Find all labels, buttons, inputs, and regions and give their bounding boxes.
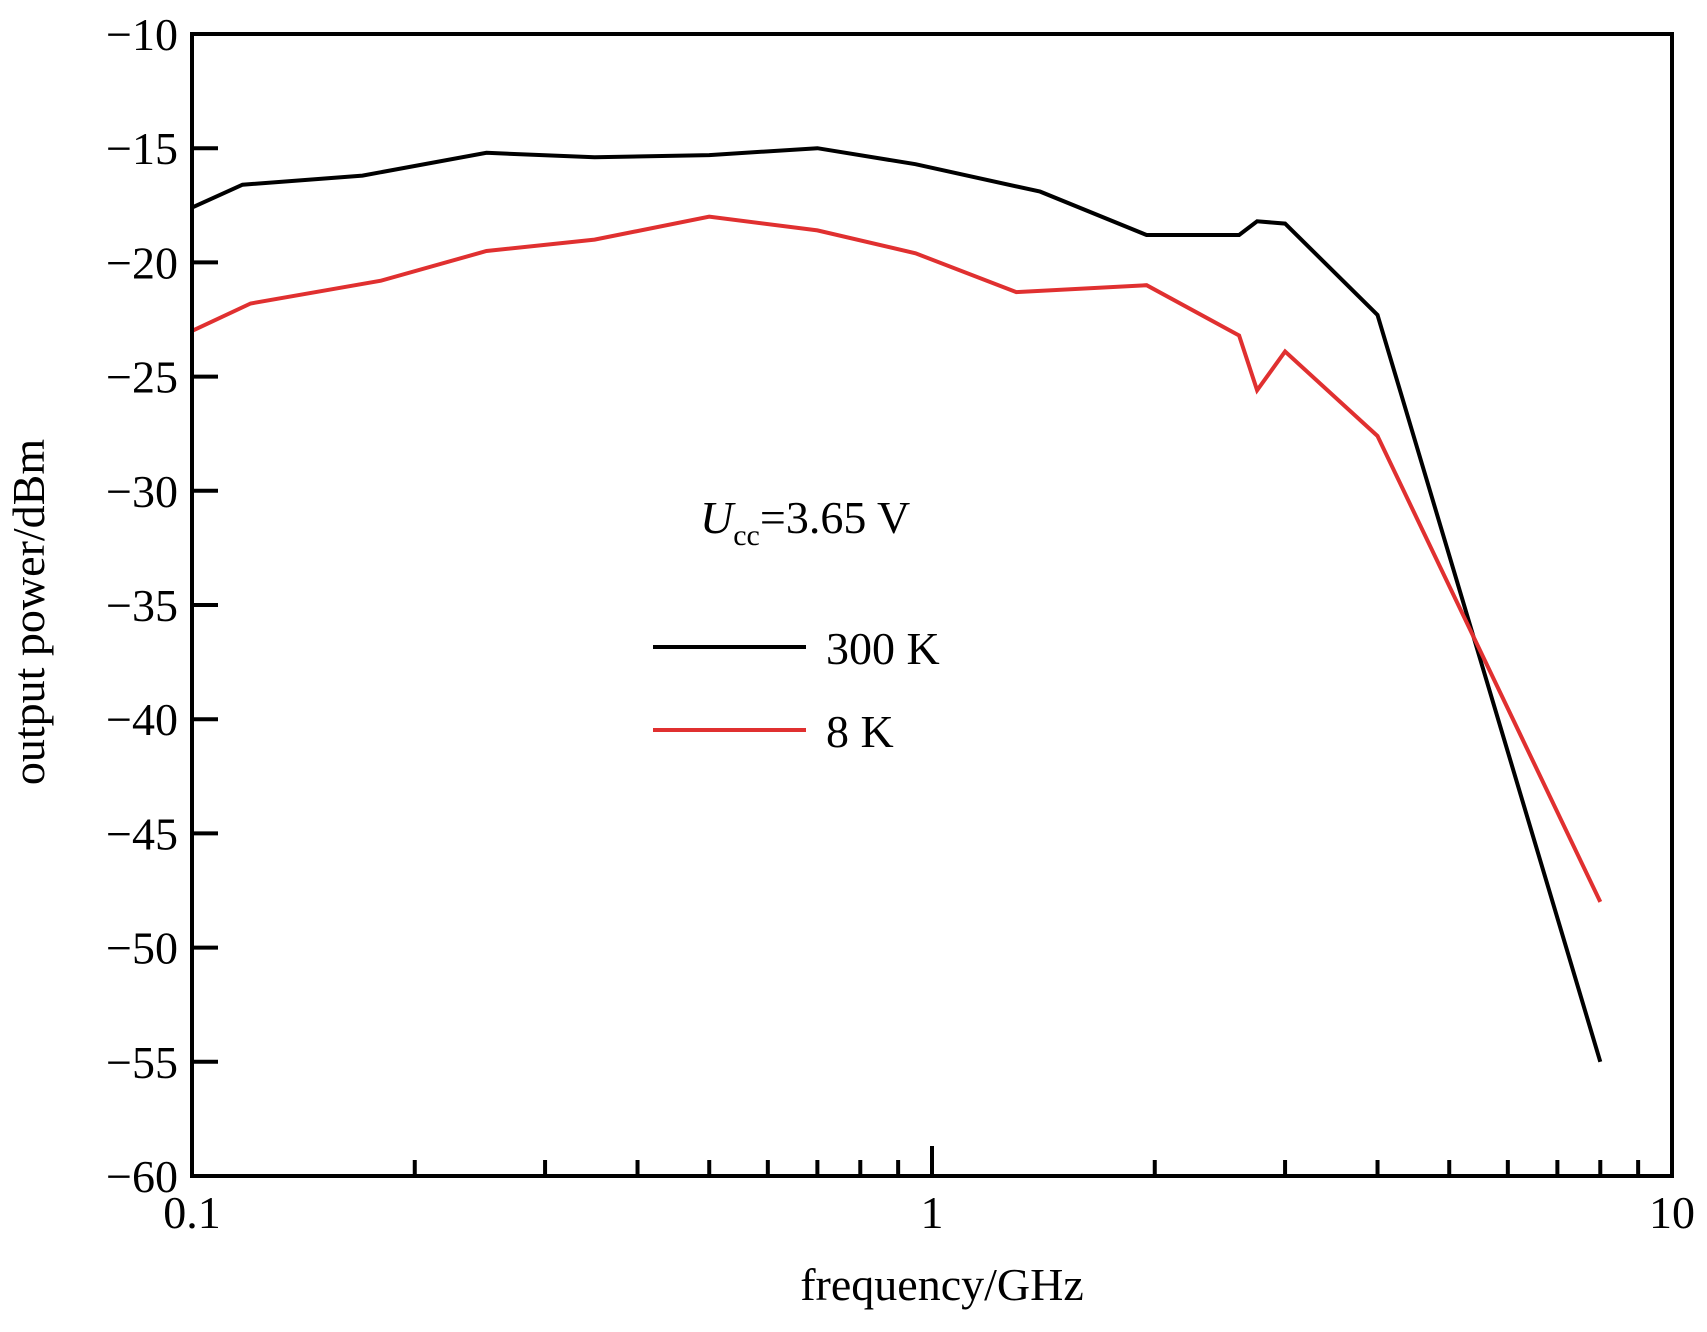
legend: 300 K 8 K (653, 623, 940, 757)
y-tick-label: −45 (106, 808, 178, 859)
y-axis-title: output power/dBm (3, 439, 54, 785)
y-tick-label: −15 (106, 123, 178, 174)
condition-annotation: Ucc=3.65 V (700, 492, 910, 552)
series-lines (191, 146, 1603, 1063)
x-axis-title: frequency/GHz (800, 1259, 1084, 1310)
y-tick-label: −20 (106, 237, 178, 288)
x-tick-label: 0.1 (163, 1187, 221, 1238)
legend-label-300k: 300 K (826, 623, 940, 674)
x-tick-label: 1 (921, 1187, 944, 1238)
y-tick-label: −10 (106, 9, 178, 60)
legend-label-8k: 8 K (826, 706, 894, 757)
y-tick-label: −35 (106, 580, 178, 631)
annotation-value: =3.65 V (760, 492, 910, 543)
y-tick-label: −60 (106, 1151, 178, 1202)
series-line-8k (191, 214, 1603, 903)
y-tick-label: −30 (106, 466, 178, 517)
tick-labels: −10 −15 −20 −25 −30 −35 −40 −45 −50 −55 −600.1 1 10 (106, 9, 1695, 1238)
y-tick-label: −55 (106, 1037, 178, 1088)
axis-ticks (192, 32, 1641, 1178)
y-tick-label: −40 (106, 694, 178, 745)
y-tick-label: −25 (106, 352, 178, 403)
series-line-300k (191, 146, 1603, 1063)
x-tick-label: 10 (1649, 1187, 1695, 1238)
annotation-subscript: cc (733, 519, 760, 552)
annotation-symbol: U (700, 492, 736, 543)
plot-frame (190, 32, 1674, 1178)
svg-text:Ucc=3.65 V: Ucc=3.65 V (700, 492, 910, 552)
y-tick-label: −50 (106, 923, 178, 974)
